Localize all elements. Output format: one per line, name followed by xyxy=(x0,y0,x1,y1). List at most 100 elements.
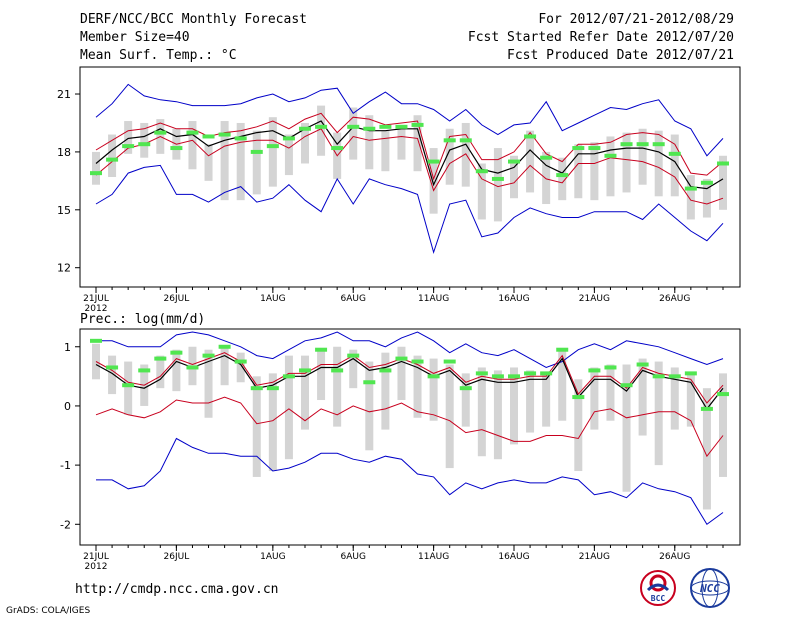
observation-marker xyxy=(395,124,408,129)
box-bar xyxy=(397,124,406,160)
observation-marker xyxy=(218,132,231,137)
box-bar xyxy=(590,367,599,430)
box-bar xyxy=(108,355,117,395)
x-tick-label: 26AUG xyxy=(659,294,690,304)
x-tick-label: 6AUG xyxy=(341,294,366,304)
bcc-logo-text: BCC xyxy=(651,594,666,603)
box-bar xyxy=(124,121,133,154)
x-tick-year: 2012 xyxy=(85,562,108,572)
variable-label: Mean Surf. Temp.: °C xyxy=(80,48,237,63)
box-bar xyxy=(124,361,133,415)
x-tick-label: 26JUL xyxy=(164,294,190,304)
observation-marker xyxy=(556,347,569,352)
observation-marker xyxy=(684,186,697,191)
box-bar xyxy=(317,105,326,156)
observation-marker xyxy=(668,374,681,379)
x-tick-label: 1AUG xyxy=(260,552,285,562)
box-bar xyxy=(92,151,100,185)
plot-frame xyxy=(79,66,741,288)
observation-marker xyxy=(202,353,215,358)
observation-marker xyxy=(218,344,231,349)
box-bar xyxy=(654,130,663,197)
box-bar xyxy=(236,122,245,201)
box-bar xyxy=(349,349,358,389)
box-bar xyxy=(622,132,631,193)
observation-marker xyxy=(90,338,102,343)
x-tick-label: 11AUG xyxy=(418,294,449,304)
box-bar xyxy=(301,355,309,430)
box-bar xyxy=(413,355,422,418)
observation-marker xyxy=(427,159,440,164)
observation-marker xyxy=(299,126,311,131)
observation-marker xyxy=(700,406,713,411)
observation-marker xyxy=(170,146,183,151)
box-bar xyxy=(220,346,229,386)
observation-marker xyxy=(508,159,520,164)
produced-date-label: Fcst Produced Date 2012/07/21 xyxy=(507,48,734,63)
grads-credit: GrADS: COLA/IGES xyxy=(6,606,91,616)
box-bar xyxy=(172,349,181,392)
observation-marker xyxy=(443,138,456,143)
x-tick-label: 26JUL xyxy=(164,552,190,562)
box-bar xyxy=(284,134,293,176)
box-bar xyxy=(542,373,551,427)
observation-marker xyxy=(331,146,344,151)
box-bar xyxy=(558,349,567,421)
observation-marker xyxy=(395,356,408,361)
observation-marker xyxy=(379,124,392,129)
observation-marker xyxy=(459,386,472,391)
observation-marker xyxy=(250,386,263,391)
ensemble-min-line xyxy=(95,164,724,255)
observation-marker xyxy=(459,138,472,143)
observation-marker xyxy=(636,362,649,367)
box-bar xyxy=(365,361,374,451)
observation-marker xyxy=(556,173,569,178)
box-bar xyxy=(510,367,518,445)
box-bar xyxy=(461,122,470,187)
y-tick-label: 12 xyxy=(57,262,71,275)
observation-marker xyxy=(620,383,633,388)
observation-marker xyxy=(588,368,601,373)
box-bar xyxy=(558,157,567,201)
x-tick-label: 16AUG xyxy=(498,552,529,562)
box-bar xyxy=(719,373,727,477)
observation-marker xyxy=(475,169,488,174)
observation-marker xyxy=(652,142,665,147)
lower-bound-line xyxy=(95,128,724,205)
lower-bound-line xyxy=(95,396,724,458)
observation-marker xyxy=(491,374,504,379)
observation-marker xyxy=(170,350,183,355)
observation-marker xyxy=(315,124,328,129)
observation-marker xyxy=(572,395,585,400)
box-bar xyxy=(349,107,358,160)
box-bar xyxy=(702,388,711,510)
box-bar xyxy=(413,115,422,172)
y-tick-label: -2 xyxy=(60,518,71,531)
box-bar xyxy=(477,367,486,457)
upper-bound-line xyxy=(95,352,724,404)
observation-marker xyxy=(652,374,665,379)
x-tick-label: 21JUL xyxy=(83,552,109,562)
observation-marker xyxy=(299,368,311,373)
observation-marker xyxy=(540,155,553,160)
ensemble-median-line xyxy=(95,120,724,190)
observation-marker xyxy=(363,126,376,131)
observation-marker xyxy=(154,130,167,135)
panel-2-title: Prec.: log(mm/d) xyxy=(80,312,205,327)
observation-marker xyxy=(331,368,344,373)
box-bar xyxy=(429,358,438,421)
box-bar xyxy=(493,148,502,222)
box-bar xyxy=(140,122,149,158)
source-url[interactable]: http://cmdp.ncc.cma.gov.cn xyxy=(75,582,279,597)
observation-marker xyxy=(443,359,456,364)
x-tick-label: 16AUG xyxy=(498,294,529,304)
observation-marker xyxy=(604,153,617,158)
observation-marker xyxy=(427,374,440,379)
observation-marker xyxy=(234,136,247,141)
observation-marker xyxy=(154,356,167,361)
y-tick-label: -1 xyxy=(60,459,71,472)
box-bar xyxy=(108,134,117,177)
box-bar xyxy=(204,144,213,181)
